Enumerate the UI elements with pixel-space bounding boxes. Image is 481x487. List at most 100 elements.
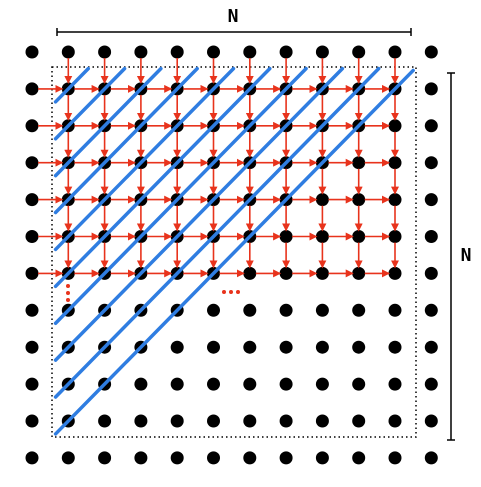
dot	[315, 230, 329, 243]
dot	[25, 414, 39, 428]
dot	[170, 377, 184, 391]
dotted-box	[51, 66, 417, 438]
dot	[207, 45, 220, 59]
dot	[279, 377, 293, 391]
dot	[424, 414, 438, 428]
dot	[388, 45, 402, 59]
dot	[352, 156, 366, 170]
dot	[388, 303, 402, 317]
dot	[279, 266, 293, 280]
dot	[134, 45, 148, 59]
dot	[315, 414, 329, 428]
dot	[243, 451, 257, 465]
diagonals	[53, 66, 415, 436]
dot	[134, 414, 148, 428]
dot	[424, 119, 438, 133]
dot	[243, 377, 257, 391]
dot	[243, 45, 257, 59]
dot	[170, 451, 184, 465]
dot	[98, 45, 112, 59]
dot	[424, 340, 438, 354]
dot	[243, 340, 257, 354]
dot	[315, 193, 329, 207]
right-bracket	[447, 72, 455, 441]
dot	[243, 414, 257, 428]
dot	[388, 377, 402, 391]
dot	[25, 193, 39, 207]
right-label: N	[461, 245, 472, 266]
dot	[207, 340, 220, 354]
dot	[207, 377, 220, 391]
diagonal-line	[53, 66, 163, 178]
dot	[388, 156, 402, 170]
dot	[279, 303, 293, 317]
dot	[315, 377, 329, 391]
dot	[279, 414, 293, 428]
dot	[315, 451, 329, 465]
dot	[315, 303, 329, 317]
dot	[98, 414, 112, 428]
dot	[424, 230, 438, 243]
dot	[25, 82, 39, 96]
dot	[170, 45, 184, 59]
dot	[25, 119, 39, 133]
dot	[352, 45, 366, 59]
dot	[315, 266, 329, 280]
dot	[170, 340, 184, 354]
dot	[388, 414, 402, 428]
dot	[279, 340, 293, 354]
dot	[388, 193, 402, 207]
dot	[207, 451, 220, 465]
dot	[352, 303, 366, 317]
dot	[25, 230, 39, 243]
top-bracket	[56, 28, 412, 36]
top-label: N	[228, 6, 239, 27]
dot	[352, 451, 366, 465]
arrows	[38, 58, 399, 278]
dot	[279, 230, 293, 243]
dot	[61, 451, 75, 465]
dot	[315, 45, 329, 59]
diagonal-line	[53, 66, 199, 215]
dot	[388, 230, 402, 243]
dot	[25, 377, 39, 391]
dot	[424, 156, 438, 170]
dot	[424, 377, 438, 391]
dot	[243, 266, 257, 280]
dot	[424, 45, 438, 59]
dot	[279, 451, 293, 465]
dot	[170, 414, 184, 428]
diagonal-line	[53, 68, 415, 436]
dot	[424, 451, 438, 465]
dot	[352, 377, 366, 391]
diagonal-line	[53, 66, 236, 252]
dot	[207, 414, 220, 428]
dot	[25, 303, 39, 317]
dot	[134, 377, 148, 391]
dot	[25, 451, 39, 465]
dot	[25, 340, 39, 354]
dot	[61, 45, 75, 59]
dot	[388, 119, 402, 133]
dot	[352, 193, 366, 207]
dot	[25, 156, 39, 170]
diagonal-line	[53, 66, 308, 325]
diagonal-line	[53, 66, 381, 399]
dot	[388, 451, 402, 465]
diagonal-line	[53, 66, 272, 289]
dot	[134, 451, 148, 465]
dot	[352, 230, 366, 243]
diagonal-line	[53, 66, 127, 141]
dot	[243, 303, 257, 317]
dot	[315, 340, 329, 354]
diagonal-line	[53, 66, 91, 104]
dot	[424, 82, 438, 96]
dot	[388, 266, 402, 280]
dot	[279, 45, 293, 59]
dot	[424, 303, 438, 317]
dot	[388, 340, 402, 354]
dot	[424, 266, 438, 280]
dot	[207, 303, 220, 317]
dot	[25, 45, 39, 59]
